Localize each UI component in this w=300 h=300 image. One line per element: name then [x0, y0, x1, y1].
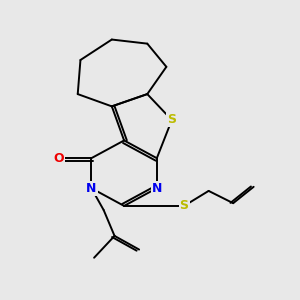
Text: S: S: [180, 200, 189, 212]
Text: N: N: [86, 182, 97, 195]
Text: O: O: [53, 152, 64, 165]
Text: S: S: [167, 113, 176, 127]
Text: N: N: [152, 182, 162, 195]
